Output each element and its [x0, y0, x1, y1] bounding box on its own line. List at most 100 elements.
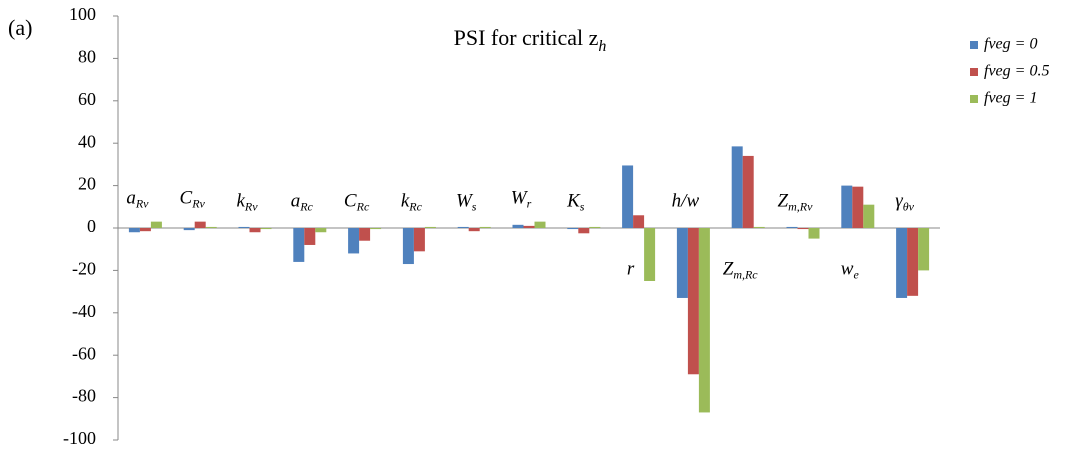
category-main: C: [180, 188, 193, 209]
y-tick-label: -100: [63, 428, 96, 448]
bar: [205, 226, 217, 228]
bar: [260, 228, 272, 230]
category-main: w: [841, 259, 854, 280]
category-sub: θv: [903, 199, 915, 213]
y-tick-label: -80: [72, 386, 96, 406]
x-tick-label: Zm,Rc: [723, 259, 759, 281]
x-tick-label: aRv: [126, 188, 149, 210]
y-tick-label: 0: [87, 216, 96, 236]
title-text: PSI for critical z: [454, 25, 599, 50]
bar: [479, 226, 491, 228]
x-tick-label: Ks: [566, 191, 585, 213]
bar: [863, 204, 875, 228]
category-main: a: [291, 191, 301, 212]
bar: [249, 228, 261, 233]
bar: [633, 215, 645, 228]
bar: [622, 165, 634, 228]
category-sub: e: [853, 267, 859, 281]
y-tick-label: 100: [69, 4, 96, 24]
x-tick-label: aRc: [291, 191, 314, 213]
legend-label: fveg = 1: [984, 90, 1037, 107]
title-sub: h: [598, 38, 606, 55]
bar: [359, 228, 371, 241]
x-tick-label: we: [841, 259, 860, 281]
category-sub: Rv: [244, 199, 258, 213]
x-tick-label: kRc: [401, 191, 423, 213]
chart-title: PSI for critical zh: [454, 25, 607, 55]
category-sub: Rc: [299, 199, 313, 213]
bar: [304, 228, 316, 245]
category-sub: s: [580, 199, 585, 213]
category-sub: m,Rv: [788, 199, 813, 213]
bar: [852, 186, 864, 228]
y-tick-label: 80: [78, 47, 96, 67]
bar: [139, 228, 151, 232]
bar: [238, 226, 250, 228]
bar: [841, 185, 853, 228]
category-main: r: [627, 259, 635, 280]
category-main: k: [236, 191, 245, 212]
category-main: h/w: [672, 191, 700, 212]
category-main: k: [401, 191, 410, 212]
x-tick-label: CRv: [180, 188, 206, 210]
bar: [293, 228, 305, 262]
bar: [128, 228, 140, 233]
category-main: a: [126, 188, 136, 209]
bar: [567, 228, 579, 230]
category-sub: Rv: [191, 196, 205, 210]
y-tick-label: -60: [72, 343, 96, 363]
category-sub: Rv: [135, 196, 149, 210]
bar: [786, 226, 798, 228]
x-tick-label: h/w: [672, 191, 700, 212]
bar: [512, 224, 524, 228]
category-sub: Rc: [408, 199, 422, 213]
category-sub: s: [472, 199, 477, 213]
bar: [315, 228, 327, 233]
bar: [523, 225, 535, 228]
category-main: C: [344, 191, 357, 212]
bar: [797, 228, 809, 230]
bar: [896, 228, 908, 298]
bar: [907, 228, 919, 296]
bar: [402, 228, 414, 265]
bar: [348, 228, 360, 254]
bar: [370, 228, 382, 230]
panel-label: (a): [8, 15, 32, 40]
legend-swatch: [970, 41, 978, 49]
bar: [589, 226, 601, 228]
y-tick-label: -40: [72, 301, 96, 321]
legend-label: fveg = 0.5: [984, 63, 1049, 80]
category-main: W: [511, 188, 529, 209]
category-main: Z: [778, 191, 789, 212]
bar: [753, 226, 765, 228]
category-main: K: [566, 191, 581, 212]
bar: [578, 228, 590, 234]
x-tick-label: CRc: [344, 191, 370, 213]
category-main: W: [456, 191, 474, 212]
legend-label: fveg = 0: [984, 36, 1037, 53]
x-tick-label: Ws: [456, 191, 477, 213]
bar: [457, 226, 469, 228]
bar: [468, 228, 480, 232]
bar: [676, 228, 688, 298]
bar: [742, 155, 754, 228]
bar: [413, 228, 425, 252]
category-sub: r: [527, 196, 532, 210]
bar: [731, 146, 743, 228]
bar: [687, 228, 699, 375]
x-tick-label: γθv: [895, 191, 914, 213]
x-tick-label: Wr: [511, 188, 532, 210]
bar: [194, 221, 206, 228]
category-sub: m,Rc: [733, 267, 758, 281]
legend-swatch: [970, 68, 978, 76]
bar: [183, 228, 195, 231]
y-tick-label: 20: [78, 174, 96, 194]
x-tick-label: Zm,Rv: [778, 191, 814, 213]
category-sub: Rc: [356, 199, 370, 213]
bar: [918, 228, 930, 271]
x-tick-label: r: [627, 259, 635, 280]
x-tick-label: kRv: [236, 191, 258, 213]
category-main: Z: [723, 259, 734, 280]
y-tick-label: 60: [78, 89, 96, 109]
